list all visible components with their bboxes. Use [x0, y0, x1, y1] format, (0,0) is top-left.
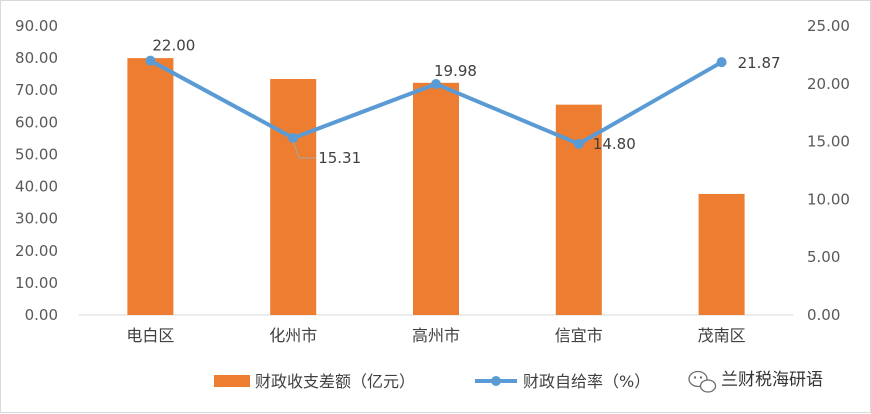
x-tick-label: 化州市 — [269, 326, 317, 345]
y-right-tick-label: 20.00 — [807, 75, 850, 93]
line-series — [145, 55, 727, 149]
y-right-tick-label: 15.00 — [807, 133, 850, 151]
legend-label-bar: 财政收支差额（亿元） — [255, 372, 415, 391]
bar — [270, 78, 317, 315]
data-label: 21.87 — [738, 54, 781, 72]
line-point — [431, 79, 441, 90]
y-left-tick-label: 90.00 — [15, 17, 58, 35]
y-left-tick-label: 30.00 — [15, 210, 58, 228]
y-left-tick-label: 70.00 — [15, 81, 58, 99]
line-point — [145, 55, 156, 66]
bar — [127, 58, 174, 315]
legend-label-line: 财政自给率（%） — [523, 372, 650, 391]
y-right-tick-label: 25.00 — [807, 17, 850, 35]
y-right-tick-label: 10.00 — [807, 190, 850, 208]
y-left-tick-label: 80.00 — [15, 49, 58, 67]
y-left-tick-label: 60.00 — [15, 113, 58, 131]
wechat-icon-eye — [693, 376, 697, 379]
y-right-tick-label: 5.00 — [807, 248, 840, 266]
data-label: 14.80 — [593, 135, 636, 153]
axes: 0.00 10.00 20.00 30.00 40.00 50.00 60.00 70.00 8… — [15, 17, 850, 345]
x-tick-label: 高州市 — [412, 326, 460, 345]
legend-marker-line — [491, 376, 501, 386]
y-right-tick-label: 0.00 — [807, 306, 840, 324]
wechat-icon-bubble-small — [699, 379, 717, 393]
wechat-icon-eye — [699, 376, 703, 379]
y-left-tick-label: 40.00 — [15, 178, 58, 196]
watermark-text: 兰财税海研语 — [721, 370, 823, 390]
data-label: 15.31 — [318, 149, 361, 167]
y-left-tick-label: 0.00 — [25, 306, 58, 324]
watermark: 兰财税海研语 — [688, 370, 823, 393]
x-tick-label: 电白区 — [126, 326, 174, 345]
y-left-tick-label: 50.00 — [15, 145, 58, 163]
y-left-tick-label: 20.00 — [15, 242, 58, 260]
data-labels: 22.00 15.31 19.98 14.80 21.87 — [152, 37, 780, 167]
x-tick-label: 信宜市 — [555, 326, 603, 345]
legend-swatch-bar — [214, 375, 250, 387]
legend: 财政收支差额（亿元） 财政自给率（%） — [214, 372, 650, 391]
wechat-icon-bubble-large — [688, 370, 708, 388]
data-label: 19.98 — [434, 62, 477, 80]
line-point — [716, 57, 727, 68]
bars — [127, 58, 745, 315]
data-label-leader — [292, 141, 316, 159]
bar — [698, 193, 745, 315]
line-point — [573, 138, 584, 149]
bar — [413, 82, 459, 315]
line-point — [288, 133, 299, 144]
data-label: 22.00 — [152, 37, 195, 55]
wechat-icon — [688, 370, 717, 393]
y-left-tick-label: 10.00 — [15, 274, 58, 292]
x-tick-label: 茂南区 — [698, 326, 746, 345]
